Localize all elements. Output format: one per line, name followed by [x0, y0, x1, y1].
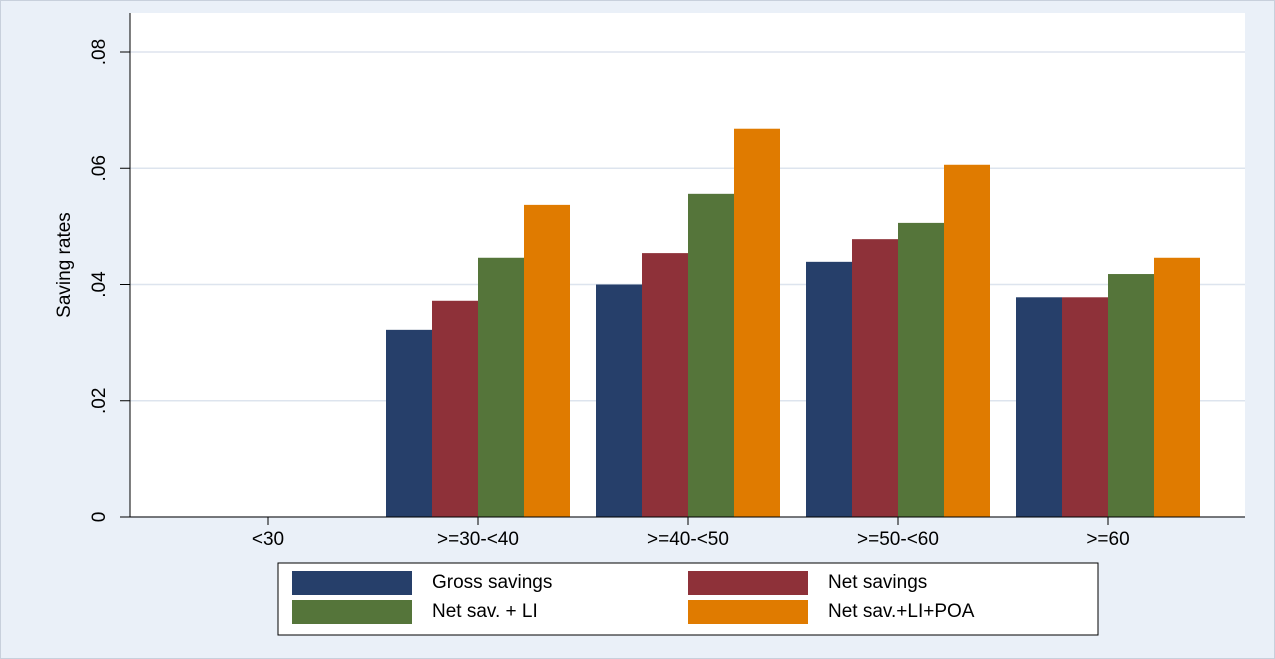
bar	[1062, 297, 1108, 517]
bar	[1108, 274, 1154, 517]
bar	[1154, 257, 1200, 517]
bar	[688, 193, 734, 517]
bar	[1016, 297, 1062, 517]
bar	[944, 164, 990, 517]
y-tick-label: 0	[89, 512, 110, 523]
bar	[524, 204, 570, 517]
y-tick-label: .06	[89, 155, 110, 181]
legend-label: Net sav.+LI+POA	[828, 601, 975, 622]
y-tick-label: .02	[89, 388, 110, 414]
bar	[386, 329, 432, 517]
legend-label: Net savings	[828, 572, 927, 593]
bar	[852, 239, 898, 517]
legend-label: Gross savings	[432, 572, 552, 593]
x-tick-label: >=60	[1086, 529, 1129, 550]
legend-swatch	[292, 571, 412, 595]
legend-label: Net sav. + LI	[432, 601, 538, 622]
y-axis-label: Saving rates	[54, 212, 75, 318]
x-tick-label: <30	[252, 529, 284, 550]
x-tick-label: >=30-<40	[437, 529, 519, 550]
legend-swatch	[688, 571, 808, 595]
y-tick-label: .08	[89, 39, 110, 65]
bar	[478, 257, 524, 517]
bar	[734, 128, 780, 517]
x-tick-label: >=50-<60	[857, 529, 939, 550]
bar	[432, 300, 478, 517]
bar	[806, 261, 852, 517]
x-tick-label: >=40-<50	[647, 529, 729, 550]
bar	[898, 222, 944, 517]
bar	[642, 253, 688, 518]
y-tick-label: .04	[89, 271, 110, 298]
legend-swatch	[292, 600, 412, 624]
bar	[596, 284, 642, 517]
legend-swatch	[688, 600, 808, 624]
